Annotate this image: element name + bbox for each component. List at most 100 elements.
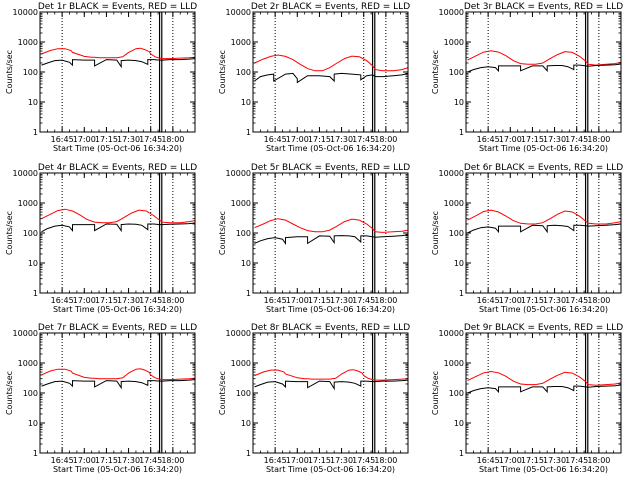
x-tick-label: 17:45 [565, 456, 588, 465]
chart-title: Det 2r BLACK = Events, RED = LLD [251, 2, 410, 12]
x-tick-label: 17:00 [286, 456, 309, 465]
plot-frame [465, 11, 622, 133]
y-axis-label: Counts/sec [431, 371, 440, 415]
y-tick-label: 10 [28, 98, 38, 107]
series-line-events [467, 63, 622, 73]
x-tick-label: 17:30 [330, 135, 353, 144]
series-line-events [41, 379, 196, 390]
x-tick-label: 16:45 [264, 456, 287, 465]
y-tick-label: 1 [246, 449, 251, 458]
x-tick-label: 18:00 [161, 456, 184, 465]
x-axis-label: Start Time (05-Oct-06 16:34:20) [479, 465, 608, 474]
chart-title: Det 8r BLACK = Events, RED = LLD [251, 323, 410, 333]
y-tick-label: 10 [28, 419, 38, 428]
plot-frame [39, 332, 196, 454]
chart-panel-1: Det 1r BLACK = Events, RED = LLD 1 10 100 10… [5, 2, 197, 153]
y-tick-label: 1 [33, 289, 38, 298]
x-tick-label: 16:45 [477, 296, 500, 305]
y-tick-label: 100 [236, 229, 251, 238]
x-tick-label: 18:00 [374, 456, 397, 465]
y-tick-label: 10000 [439, 8, 464, 17]
x-tick-label: 17:15 [521, 135, 544, 144]
y-tick-label: 1 [33, 128, 38, 137]
y-axis-label: Counts/sec [431, 50, 440, 94]
chart-title: Det 7r BLACK = Events, RED = LLD [38, 323, 197, 333]
y-tick-label: 10000 [226, 8, 251, 17]
x-tick-label: 16:45 [264, 296, 287, 305]
series-line-lld [41, 208, 196, 224]
y-tick-label: 100 [236, 389, 251, 398]
x-axis-label: Start Time (05-Oct-06 16:34:20) [53, 465, 182, 474]
y-tick-label: 100 [23, 68, 38, 77]
x-tick-label: 17:00 [73, 135, 96, 144]
plot-frame [465, 332, 622, 454]
series-line-lld [254, 218, 409, 233]
x-tick-label: 17:15 [521, 456, 544, 465]
x-tick-label: 17:30 [330, 296, 353, 305]
x-tick-label: 18:00 [161, 296, 184, 305]
x-tick-label: 17:00 [286, 135, 309, 144]
series-line-lld [254, 369, 409, 381]
plot-frame [252, 11, 409, 133]
x-tick-label: 17:30 [543, 456, 566, 465]
y-tick-label: 10 [454, 98, 464, 107]
x-tick-label: 17:30 [543, 296, 566, 305]
x-axis-label: Start Time (05-Oct-06 16:34:20) [53, 144, 182, 153]
series-line-events [467, 384, 622, 394]
x-tick-label: 17:15 [95, 456, 118, 465]
x-axis-label: Start Time (05-Oct-06 16:34:20) [266, 305, 395, 314]
series-line-lld [254, 54, 409, 72]
x-tick-label: 18:00 [587, 456, 610, 465]
series-line-lld [41, 368, 196, 381]
y-axis-label: Counts/sec [218, 371, 227, 415]
x-tick-label: 17:15 [95, 296, 118, 305]
y-tick-label: 1000 [231, 199, 251, 208]
chart-panel-7: Det 7r BLACK = Events, RED = LLD 1 10 100 10… [5, 323, 197, 474]
y-tick-label: 10 [241, 419, 251, 428]
x-tick-label: 17:45 [139, 296, 162, 305]
y-tick-label: 1000 [444, 199, 464, 208]
x-tick-label: 17:15 [308, 296, 331, 305]
series-line-lld [467, 370, 622, 386]
x-tick-label: 17:30 [330, 456, 353, 465]
x-tick-label: 17:45 [139, 135, 162, 144]
y-tick-label: 10000 [13, 329, 38, 338]
x-tick-label: 17:00 [499, 456, 522, 465]
y-tick-label: 1 [459, 289, 464, 298]
chart-title: Det 4r BLACK = Events, RED = LLD [38, 163, 197, 173]
x-tick-label: 16:45 [51, 456, 74, 465]
series-line-events [467, 223, 622, 234]
y-tick-label: 10000 [439, 329, 464, 338]
series-line-lld [467, 50, 622, 66]
y-tick-label: 10 [241, 98, 251, 107]
x-tick-label: 17:00 [73, 296, 96, 305]
x-tick-label: 17:30 [117, 456, 140, 465]
chart-title: Det 1r BLACK = Events, RED = LLD [38, 2, 197, 12]
y-tick-label: 100 [449, 389, 464, 398]
plot-frame [465, 172, 622, 294]
y-tick-label: 100 [23, 229, 38, 238]
series-line-events [41, 58, 196, 69]
x-tick-label: 17:15 [308, 135, 331, 144]
plot-frame [39, 172, 196, 294]
x-tick-label: 17:00 [499, 135, 522, 144]
y-tick-label: 1 [246, 128, 251, 137]
x-tick-label: 16:45 [477, 456, 500, 465]
y-tick-label: 10000 [13, 169, 38, 178]
chart-title: Det 5r BLACK = Events, RED = LLD [251, 163, 410, 173]
chart-title: Det 6r BLACK = Events, RED = LLD [464, 163, 623, 173]
x-tick-label: 17:30 [117, 135, 140, 144]
y-tick-label: 10000 [226, 329, 251, 338]
y-tick-label: 1 [459, 449, 464, 458]
x-tick-label: 17:45 [565, 135, 588, 144]
x-tick-label: 17:45 [352, 135, 375, 144]
series-line-lld [467, 209, 622, 225]
y-tick-label: 10 [454, 259, 464, 268]
y-tick-label: 100 [449, 68, 464, 77]
plot-frame [252, 332, 409, 454]
x-tick-label: 16:45 [477, 135, 500, 144]
x-tick-label: 16:45 [51, 135, 74, 144]
x-tick-label: 18:00 [587, 135, 610, 144]
x-tick-label: 17:00 [499, 296, 522, 305]
x-tick-label: 18:00 [374, 296, 397, 305]
